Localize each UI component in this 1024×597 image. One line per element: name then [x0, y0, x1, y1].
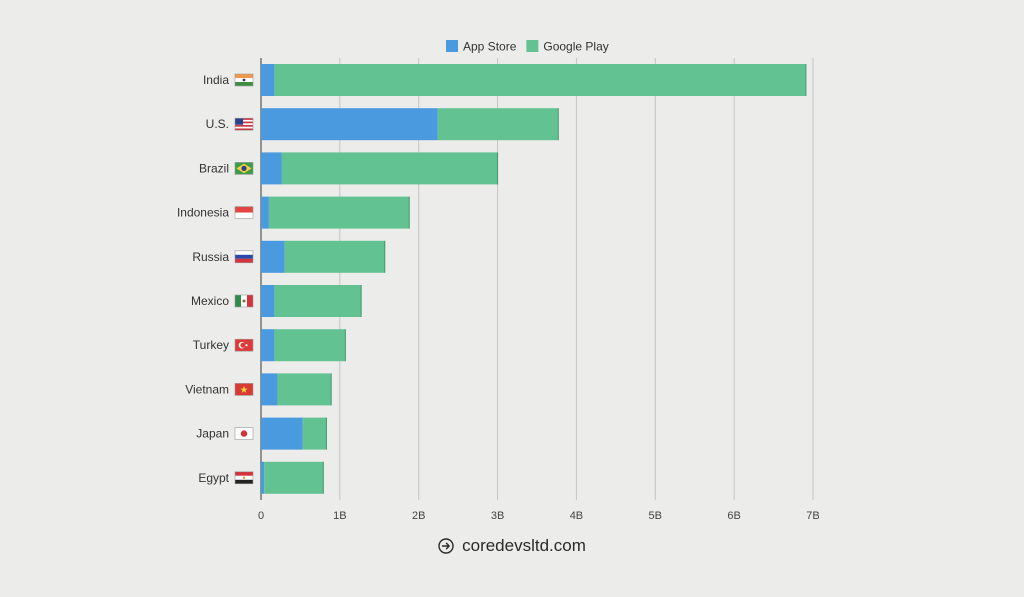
footer-text: coredevsltd.com: [462, 536, 586, 556]
x-tick-label: 6B: [727, 510, 740, 522]
turkey-flag-icon: [235, 339, 253, 351]
category-label-russia: Russia: [192, 250, 229, 264]
legend-label-app-store: App Store: [463, 40, 517, 54]
bar-app-store-egypt: [261, 462, 264, 494]
bar-app-store-mexico: [261, 285, 274, 317]
category-label-turkey: Turkey: [193, 338, 229, 352]
x-tick-label: 4B: [570, 510, 583, 522]
x-tick-label: 1B: [333, 510, 346, 522]
bar-app-store-russia: [261, 241, 285, 273]
us-flag-icon: [235, 118, 253, 130]
bar-app-store-india: [261, 64, 274, 96]
arrow-right-circle-icon: [438, 538, 454, 554]
brazil-flag-icon: [235, 162, 253, 174]
india-flag-icon: [235, 74, 253, 86]
bar-app-store-brazil: [261, 152, 282, 184]
category-label-india: India: [203, 73, 229, 87]
egypt-flag-icon: [235, 472, 253, 484]
bar-google-play-indonesia: [269, 197, 409, 229]
bar-google-play-india: [274, 64, 805, 96]
bar-google-play-vietnam: [278, 373, 332, 405]
bars: [261, 64, 806, 494]
category-label-u-s: U.S.: [206, 117, 229, 131]
bar-google-play-japan: [303, 418, 327, 450]
category-label-japan: Japan: [196, 427, 229, 441]
legend-label-google-play: Google Play: [543, 40, 608, 54]
bar-google-play-brazil: [282, 152, 498, 184]
bar-app-store-japan: [261, 418, 303, 450]
bar-chart: App Store Google Play India U.S. Brazil Indo…: [0, 0, 1024, 530]
bar-google-play-u-s: [438, 108, 559, 140]
category-label-egypt: Egypt: [198, 471, 229, 485]
x-tick-label: 3B: [491, 510, 504, 522]
category-label-indonesia: Indonesia: [177, 206, 229, 220]
legend-swatch-google-play: [526, 40, 538, 52]
category-label-vietnam: Vietnam: [185, 382, 229, 396]
bar-app-store-indonesia: [261, 197, 269, 229]
japan-flag-icon: [235, 428, 253, 440]
flags: [235, 74, 253, 484]
category-labels: India U.S. Brazil Indonesia Russia Mexico Turk…: [177, 73, 230, 485]
indonesia-flag-icon: [235, 207, 253, 219]
bar-google-play-egypt: [264, 462, 323, 494]
legend-swatch-app-store: [446, 40, 458, 52]
vietnam-flag-icon: [235, 383, 253, 395]
footer: coredevsltd.com: [0, 536, 1024, 556]
x-tick-label: 5B: [649, 510, 662, 522]
category-label-mexico: Mexico: [191, 294, 229, 308]
x-tick-label: 7B: [806, 510, 819, 522]
x-axis-ticks: 0 1B 2B 3B 4B 5B 6B 7B: [258, 510, 820, 522]
x-tick-label: 2B: [412, 510, 425, 522]
bar-google-play-turkey: [274, 329, 345, 361]
bar-app-store-turkey: [261, 329, 274, 361]
category-label-brazil: Brazil: [199, 161, 229, 175]
bar-app-store-u-s: [261, 108, 438, 140]
x-tick-label: 0: [258, 510, 264, 522]
bar-google-play-mexico: [274, 285, 361, 317]
russia-flag-icon: [235, 251, 253, 263]
chart-legend: App Store Google Play: [446, 40, 609, 54]
bar-app-store-vietnam: [261, 373, 278, 405]
bar-google-play-russia: [285, 241, 385, 273]
mexico-flag-icon: [235, 295, 253, 307]
